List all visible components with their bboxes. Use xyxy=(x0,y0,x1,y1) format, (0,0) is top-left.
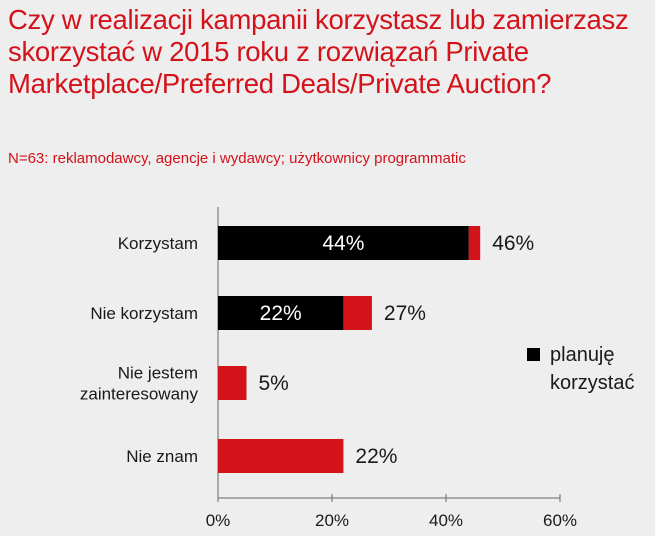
bar-inner-label: 44% xyxy=(322,232,364,255)
bar-total-label: 5% xyxy=(259,372,289,395)
bar-segment-other xyxy=(343,296,372,330)
bar-segment-planned xyxy=(218,296,344,330)
bar-total-label: 27% xyxy=(384,302,426,325)
legend-swatch xyxy=(527,348,540,361)
chart-title: Czy w realizacji kampanii korzystasz lub… xyxy=(8,4,629,99)
bar-segment-other xyxy=(218,366,247,400)
category-label: zainteresowany xyxy=(80,385,199,404)
chart-subtitle: N=63: reklamodawcy, agencje i wydawcy; u… xyxy=(8,150,466,167)
x-tick-label: 20% xyxy=(315,511,349,530)
legend-label: korzystać xyxy=(550,372,634,394)
x-tick-label: 60% xyxy=(543,511,577,530)
legend-label: planuję xyxy=(550,344,615,366)
category-label: Nie jestem xyxy=(118,364,198,383)
category-label: Korzystam xyxy=(118,234,198,253)
x-tick-label: 40% xyxy=(429,511,463,530)
category-label: Nie korzystam xyxy=(90,304,198,323)
x-tick-label: 0% xyxy=(206,511,231,530)
bar-segment-other xyxy=(468,226,481,260)
bar-segment-other xyxy=(218,439,344,473)
bar-segment-planned xyxy=(218,226,469,260)
bar-total-label: 22% xyxy=(355,445,397,468)
bar-inner-label: 22% xyxy=(260,302,302,325)
category-label: Nie znam xyxy=(126,447,198,466)
bar-total-label: 46% xyxy=(492,232,534,255)
